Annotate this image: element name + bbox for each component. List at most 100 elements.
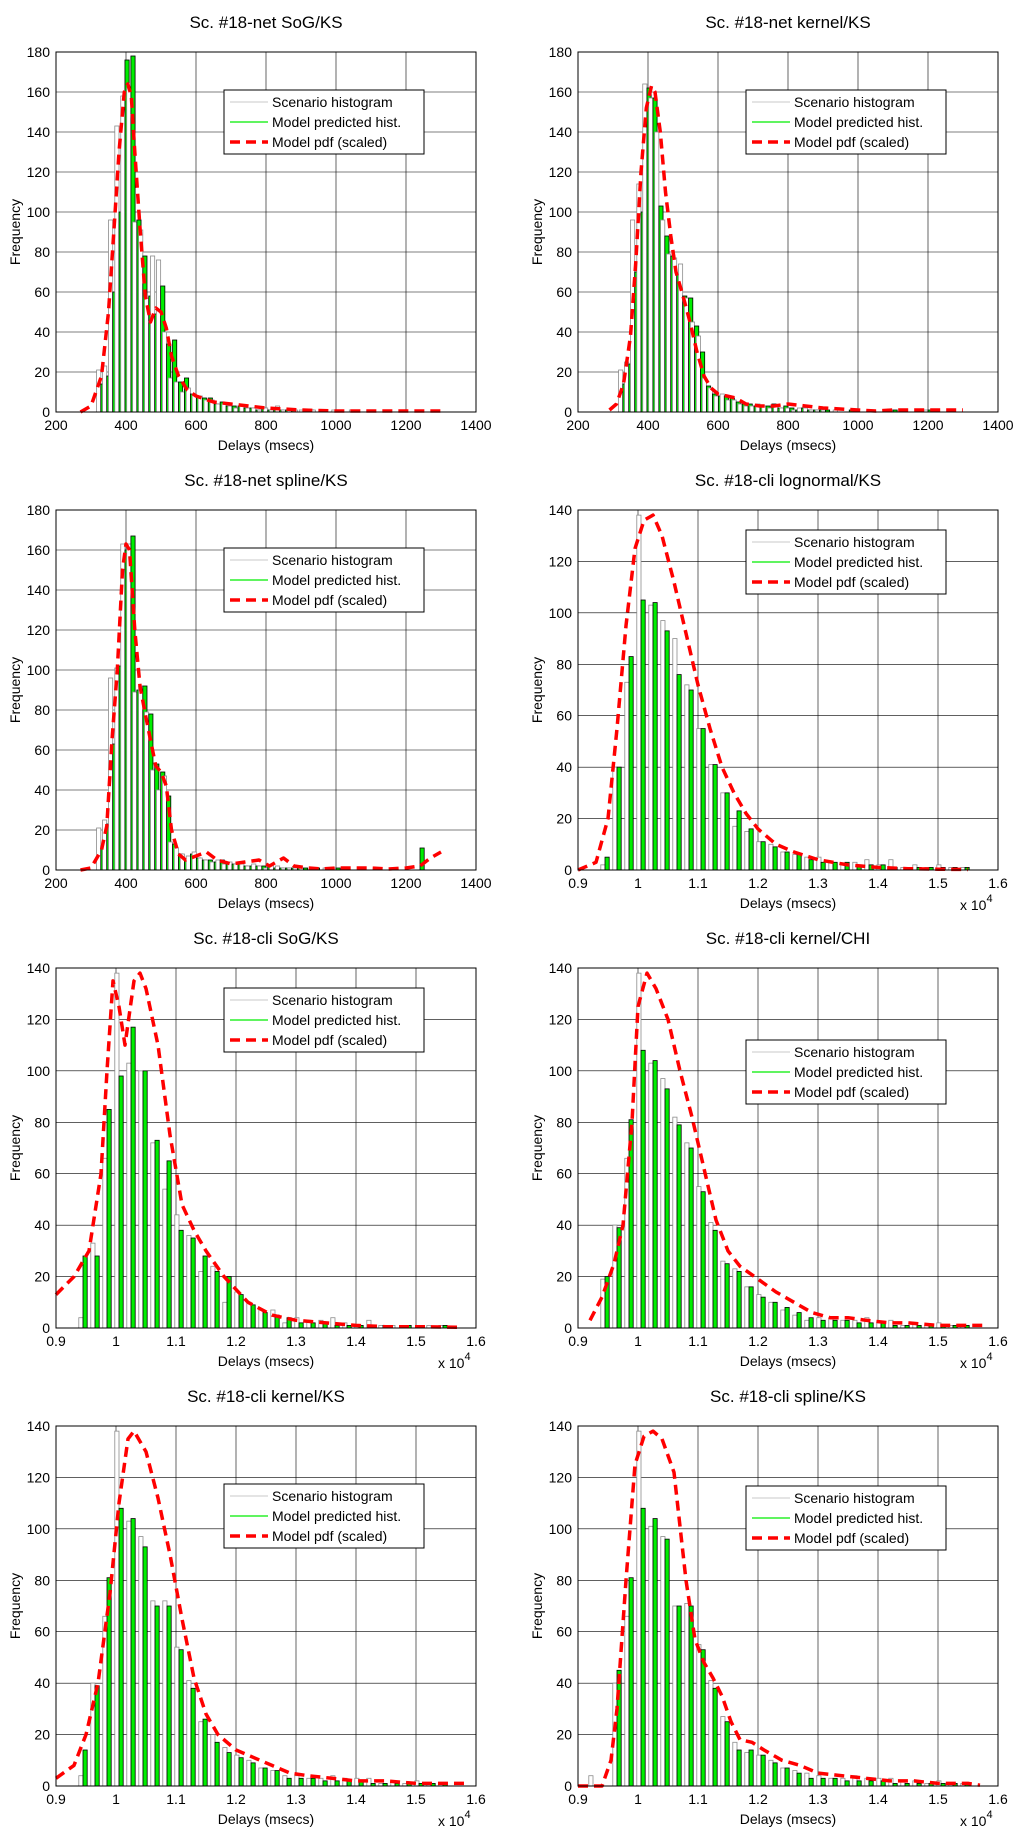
predicted-bar [628, 1119, 634, 1329]
scenario-bar [642, 83, 648, 413]
x-tick-label: 800 [776, 417, 800, 433]
scenario-bar [719, 393, 725, 413]
scenario-bar [731, 399, 737, 413]
scenario-bar [126, 87, 132, 413]
x-axis-multiplier: x 104 [438, 1809, 471, 1829]
legend-label-scenario: Scenario histogram [794, 1490, 915, 1506]
y-tick-label: 40 [34, 782, 50, 798]
predicted-bar [820, 1777, 826, 1787]
y-tick-label: 0 [42, 404, 50, 420]
chart-title: Sc. #18-cli SoG/KS [193, 929, 339, 948]
chart-title: Sc. #18-cli lognormal/KS [695, 471, 881, 490]
y-tick-label: 40 [556, 1217, 572, 1233]
predicted-bar [880, 864, 886, 871]
y-tick-label: 80 [556, 244, 572, 260]
predicted-bar [760, 841, 766, 871]
x-tick-label: 1.3 [808, 1791, 828, 1807]
scenario-bar [198, 1721, 204, 1787]
y-tick-label: 60 [34, 1624, 50, 1640]
y-tick-label: 40 [556, 1675, 572, 1691]
legend-label-scenario: Scenario histogram [794, 94, 915, 110]
axes-frame [55, 509, 477, 871]
scenario-bar [720, 1260, 726, 1329]
predicted-bar [724, 1263, 730, 1329]
scenario-bar [233, 407, 239, 413]
x-tick-label: 0.9 [568, 1333, 588, 1349]
scenario-bar [90, 1682, 96, 1787]
legend-label-predicted: Model predicted hist. [272, 572, 401, 588]
predicted-bar [856, 1322, 862, 1329]
x-tick-label: 1.6 [466, 1333, 486, 1349]
legend-label-scenario: Scenario histogram [272, 1488, 393, 1504]
y-axis-label: Frequency [529, 1573, 545, 1639]
legend-label-predicted: Model predicted hist. [794, 1064, 923, 1080]
x-tick-label: 1.5 [928, 875, 948, 891]
scenario-bar [744, 831, 750, 871]
chart-panel-7: 0.9 1 1.1 1.2 1.3 1.4 1.5 1.6 0 20 40 60 80 100 120 140… [7, 1387, 486, 1829]
predicted-bar [130, 1518, 136, 1787]
chart-panel-6: 0.9 1 1.1 1.2 1.3 1.4 1.5 1.6 0 20 40 60 80 100 120 140… [529, 929, 1008, 1371]
x-tick-label: 1.6 [988, 1333, 1008, 1349]
scenario-bar [258, 1767, 264, 1787]
scenario-bar [132, 221, 138, 413]
predicted-bar [712, 1229, 718, 1329]
scenario-bar [864, 859, 870, 871]
chart-title: Sc. #18-net SoG/KS [189, 13, 342, 32]
y-tick-label: 160 [27, 84, 51, 100]
y-tick-label: 120 [549, 553, 573, 569]
x-tick-label: 0.9 [46, 1791, 66, 1807]
scenario-bar [162, 1188, 168, 1329]
scenario-bar [90, 1242, 96, 1329]
scenario-bar [209, 861, 215, 871]
y-tick-label: 80 [556, 656, 572, 672]
x-tick-label: 1.1 [166, 1791, 186, 1807]
scenario-bar [654, 131, 660, 413]
y-axis-label: Frequency [7, 657, 23, 723]
x-tick-label: 1 [112, 1333, 120, 1349]
legend: Scenario histogram Model predicted hist. M… [223, 1483, 425, 1549]
y-tick-label: 0 [42, 1320, 50, 1336]
y-tick-label: 0 [564, 404, 572, 420]
predicted-bar [202, 1255, 208, 1329]
scenario-bar [840, 1319, 846, 1329]
scenario-bar [138, 1070, 144, 1329]
predicted-bar [748, 1286, 754, 1329]
scenario-bar [150, 255, 156, 413]
y-axis-label: Frequency [529, 1115, 545, 1181]
predicted-bar [94, 1255, 100, 1329]
predicted-bar [832, 861, 838, 871]
predicted-bar [298, 1777, 304, 1787]
predicted-bar [118, 1075, 124, 1329]
scenario-bar [245, 865, 251, 871]
y-tick-label: 160 [549, 84, 573, 100]
scenario-bar [78, 1775, 84, 1787]
scenario-bar [138, 1536, 144, 1787]
predicted-bar [652, 1518, 658, 1787]
y-tick-label: 100 [27, 1521, 51, 1537]
x-axis-label: Delays (msecs) [218, 1353, 314, 1369]
scenario-bar [666, 253, 672, 413]
predicted-bar [106, 1109, 112, 1329]
y-tick-label: 100 [27, 1063, 51, 1079]
x-tick-label: 600 [184, 417, 208, 433]
scenario-bar [804, 856, 810, 871]
x-axis-label: Delays (msecs) [740, 1353, 836, 1369]
y-tick-label: 120 [27, 1011, 51, 1027]
scenario-bar [173, 381, 179, 413]
x-axis-multiplier: x 104 [438, 1351, 471, 1371]
scenario-bar [672, 1116, 678, 1329]
scenario-bar [684, 1142, 690, 1329]
scenario-bar [150, 1142, 156, 1329]
x-tick-label: 1.1 [688, 875, 708, 891]
scenario-bar [275, 865, 281, 871]
x-tick-label: 200 [44, 417, 68, 433]
x-tick-label: 600 [706, 417, 730, 433]
predicted-bar [604, 856, 610, 871]
legend: Scenario histogram Model predicted hist. M… [223, 89, 425, 155]
scenario-bar [768, 843, 774, 871]
predicted-bar [796, 1772, 802, 1787]
scenario-bar [161, 775, 167, 871]
y-tick-label: 20 [556, 1269, 572, 1285]
y-tick-label: 100 [549, 605, 573, 621]
scenario-bar [330, 1317, 336, 1329]
